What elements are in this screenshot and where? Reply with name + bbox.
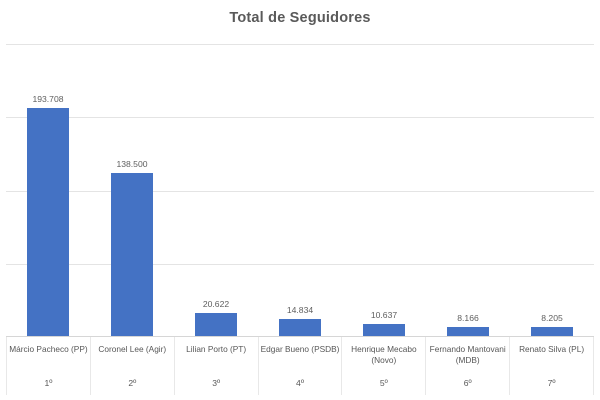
category-cell: Coronel Lee (Agir) 2º: [91, 337, 175, 395]
bar-slot: 10.637: [342, 44, 426, 337]
category-rank: 7º: [547, 378, 556, 388]
bar-value-label: 138.500: [116, 159, 148, 170]
category-name: Edgar Bueno (PSDB): [260, 344, 340, 354]
bar-slot: 14.834: [258, 44, 342, 337]
category-name: Coronel Lee (Agir): [98, 344, 167, 354]
category-cell: Edgar Bueno (PSDB) 4º: [259, 337, 343, 395]
category-name: Lilian Porto (PT): [186, 344, 247, 354]
bar-value-label: 8.205: [541, 313, 563, 324]
category-rank: 4º: [296, 378, 304, 388]
bar-value-label: 10.637: [370, 310, 398, 321]
category-name: Fernando Mantovani (MDB): [429, 344, 506, 365]
bars-layer: 193.708 138.500 20.622 14.834 10.637 8.166 8.2…: [6, 44, 594, 337]
bar-slot: 193.708: [6, 44, 90, 337]
category-cell: Lilian Porto (PT) 3º: [175, 337, 259, 395]
category-label-table: Márcio Pacheco (PP) 1º Coronel Lee (Agir) 2…: [6, 337, 595, 395]
bar[interactable]: [111, 173, 153, 337]
gridline: [6, 263, 594, 265]
bar-slot: 8.166: [426, 44, 510, 337]
category-name: Renato Silva (PL): [519, 344, 585, 354]
bar[interactable]: [27, 108, 69, 337]
plot-area: 193.708 138.500 20.622 14.834 10.637 8.166 8.2…: [6, 44, 594, 337]
bar[interactable]: [447, 327, 489, 337]
category-cell: Henrique Mecabo (Novo) 5º: [342, 337, 427, 395]
bar[interactable]: [363, 324, 405, 337]
category-axis-line: [6, 336, 594, 337]
bar-slot: 138.500: [90, 44, 174, 337]
gridline: [6, 44, 594, 45]
bar[interactable]: [531, 327, 573, 337]
gridline: [6, 190, 594, 192]
category-rank: 2º: [128, 378, 137, 388]
bar-slot: 8.205: [510, 44, 594, 337]
bar-slot: 20.622: [174, 44, 258, 337]
category-cell: Renato Silva (PL) 7º: [510, 337, 595, 395]
category-cell: Márcio Pacheco (PP) 1º: [6, 337, 91, 395]
chart-title: Total de Seguidores: [229, 10, 371, 26]
bar-value-label: 20.622: [202, 298, 230, 309]
category-rank: 6º: [463, 378, 472, 388]
category-name: Márcio Pacheco (PP): [9, 344, 88, 354]
bar-value-label: 14.834: [286, 305, 314, 316]
category-name: Henrique Mecabo (Novo): [351, 344, 417, 365]
category-rank: 1º: [44, 378, 53, 388]
category-cell: Fernando Mantovani (MDB) 6º: [426, 337, 511, 395]
gridline: [6, 117, 594, 119]
bar[interactable]: [279, 319, 321, 337]
bar-value-label: 8.166: [457, 313, 479, 324]
category-rank: 5º: [379, 378, 388, 388]
bar-value-label: 193.708: [32, 94, 64, 105]
category-rank: 3º: [212, 378, 221, 388]
bar[interactable]: [195, 312, 237, 337]
